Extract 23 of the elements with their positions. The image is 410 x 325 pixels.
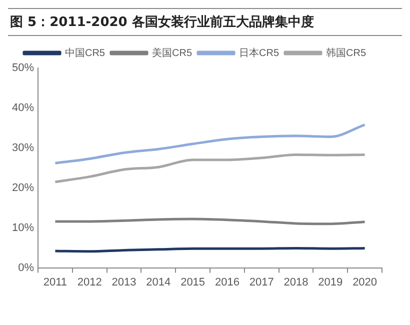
x-tick-label: 2015 — [180, 276, 206, 288]
y-tick-label: 20% — [12, 182, 34, 194]
line-series — [54, 153, 366, 184]
legend-label: 美国CR5 — [152, 46, 192, 59]
legend-label: 中国CR5 — [64, 46, 106, 59]
x-tick-label: 2019 — [318, 276, 343, 288]
y-tick-label: 40% — [12, 102, 34, 114]
chart-title: 图 5：2011-2020 各国女装行业前五大品牌集中度 — [8, 8, 402, 36]
x-tick-label: 2011 — [43, 276, 68, 288]
x-tick-label: 2012 — [77, 276, 102, 288]
x-tick-label: 2013 — [112, 276, 136, 288]
y-tick-label: 0% — [18, 262, 34, 274]
x-tick-label: 2016 — [214, 276, 240, 288]
y-tick-label: 10% — [12, 222, 34, 234]
x-tick-label: 2017 — [249, 276, 274, 288]
legend-label: 韩国CR5 — [326, 46, 366, 59]
x-tick-label: 2020 — [352, 276, 378, 288]
x-tick-label: 2018 — [284, 276, 308, 288]
x-tick-label: 2014 — [146, 276, 171, 288]
y-tick-label: 30% — [12, 142, 34, 154]
y-tick-label: 50% — [12, 62, 34, 74]
line-series — [54, 123, 366, 164]
legend-label: 日本CR5 — [239, 46, 280, 59]
